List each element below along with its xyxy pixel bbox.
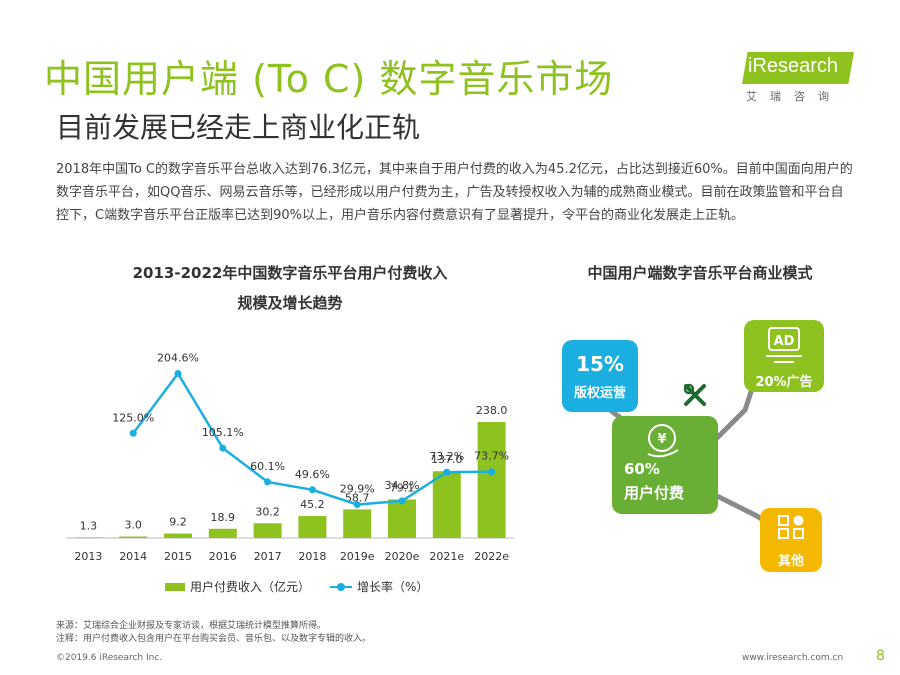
revenue-chart: 1.3 2013 3.0 2014 9.2 2015 18.9 2016 30.2 2017 45.… (66, 352, 514, 563)
bar-label-2019e: 58.7 (345, 491, 370, 504)
growth-label-2015: 204.6% (157, 352, 199, 365)
ads-box: AD 20%广告 (744, 320, 824, 392)
payment-icon: ¥ (647, 424, 679, 458)
growth-point-2017 (264, 478, 272, 486)
x-tick-2021e: 2021e (429, 550, 464, 563)
x-tick-2015: 2015 (164, 550, 192, 563)
bar-2016 (208, 528, 237, 538)
user-pay-box: ¥ 60% 用户付费 (612, 416, 718, 514)
growth-label-2019e: 29.9% (340, 483, 375, 496)
bar-label-2016: 18.9 (211, 511, 236, 524)
growth-label-2014: 125.0% (112, 411, 154, 424)
other-label: 其他 (777, 554, 804, 569)
bar-label-2021e: 137.0 (431, 453, 463, 466)
bar-2020e (388, 499, 416, 538)
legend-line-swatch (330, 582, 353, 591)
copyright-label: 版权运营 (573, 386, 626, 401)
bar-2021e (432, 471, 461, 538)
x-tick-2017: 2017 (254, 550, 282, 563)
intro-paragraph: 2018年中国To C的数字音乐平台总收入达到76.3亿元，其中来自于用户付费的… (56, 162, 853, 223)
model-title: 中国用户端数字音乐平台商业模式 (587, 264, 813, 282)
bar-2022e (477, 422, 506, 538)
bar-2017 (253, 523, 282, 538)
bar-label-2013: 1.3 (80, 519, 98, 532)
growth-point-2020e (398, 497, 406, 505)
ad-icon-text: AD (774, 334, 795, 349)
growth-label-2022e: 73.7% (474, 450, 509, 463)
logo-brand: iResearch (748, 55, 839, 77)
bar-2013 (74, 537, 103, 538)
chart-subtitle: 规模及增长趋势 (237, 294, 343, 312)
growth-point-2021e (443, 468, 451, 476)
bar-label-2018: 45.2 (300, 498, 325, 511)
svg-text:¥: ¥ (657, 432, 666, 447)
growth-point-2014 (129, 429, 137, 437)
bar-2019e (343, 509, 372, 538)
legend-bar-label: 用户付费收入（亿元） (190, 580, 311, 594)
growth-point-2022e (488, 468, 496, 476)
growth-label-2016: 105.1% (202, 426, 244, 439)
bar-label-2014: 3.0 (124, 519, 142, 532)
copyright-pct: 15% (576, 352, 624, 376)
chart-legend: 用户付费收入（亿元） 增长率（%） (165, 578, 428, 595)
bar-label-2020e: 79.1 (390, 481, 415, 494)
ad-icon: AD (766, 327, 802, 363)
legend-bar-swatch (165, 582, 185, 591)
user-pay-pct: 60% (624, 460, 660, 478)
iresearch-logo: iResearch 艾瑞咨询 (742, 52, 854, 103)
business-model-diagram: 15% 版权运营 AD 20%广告 ¥ 60% 用户付费 其他 (540, 300, 860, 590)
footer-copyright: ©2019.6 iResearch Inc. (56, 653, 163, 663)
x-tick-2020e: 2020e (385, 550, 420, 563)
bar-label-2017: 30.2 (255, 505, 280, 518)
logo-cn: 艾瑞咨询 (746, 90, 842, 103)
page-title: 中国用户端 (To C) 数字音乐市场 (44, 57, 614, 101)
grid-icon (778, 515, 804, 539)
x-tick-2014: 2014 (119, 550, 147, 563)
footer-website: www.iresearch.com.cn (742, 653, 844, 663)
source-note: 来源：艾瑞综合企业财报及专家访谈，根据艾瑞统计模型推算所得。 (56, 621, 327, 631)
growth-label-2018: 49.6% (295, 468, 330, 481)
growth-point-2018 (308, 486, 316, 494)
chart-title: 2013-2022年中国数字音乐平台用户付费收入 (132, 264, 448, 282)
other-box: 其他 (760, 508, 822, 572)
x-tick-2018: 2018 (298, 550, 326, 563)
legend-line-label: 增长率（%） (357, 580, 429, 594)
ads-label: 20%广告 (755, 375, 813, 390)
growth-point-2015 (174, 370, 182, 378)
remark-note: 注释：用户付费收入包含用户在平台购买会员、音乐包、以及数字专辑的收入。 (56, 634, 372, 644)
x-tick-2019e: 2019e (340, 550, 375, 563)
growth-point-2019e (353, 501, 361, 509)
bar-label-2022e: 238.0 (476, 404, 508, 417)
x-tick-2013: 2013 (74, 550, 102, 563)
page-subtitle: 目前发展已经走上商业化正轨 (56, 111, 421, 144)
copyright-box: 15% 版权运营 (562, 340, 638, 412)
bar-2015 (164, 533, 192, 538)
tools-icon (683, 383, 706, 406)
growth-label-2021e: 73.2% (429, 450, 464, 463)
user-pay-label: 用户付费 (624, 484, 685, 502)
bar-2018 (298, 515, 327, 538)
growth-point-2016 (219, 444, 227, 452)
x-tick-2022e: 2022e (474, 550, 509, 563)
x-tick-2016: 2016 (209, 550, 237, 563)
growth-label-2017: 60.1% (250, 460, 285, 473)
logo-background (742, 52, 854, 84)
bar-2014 (119, 536, 148, 538)
bar-label-2015: 9.2 (169, 516, 187, 529)
page-number: 8 (876, 648, 885, 664)
chart-notes: 来源：艾瑞综合企业财报及专家访谈，根据艾瑞统计模型推算所得。 注释：用户付费收入… (56, 620, 371, 646)
growth-label-2020e: 34.8% (385, 479, 420, 492)
